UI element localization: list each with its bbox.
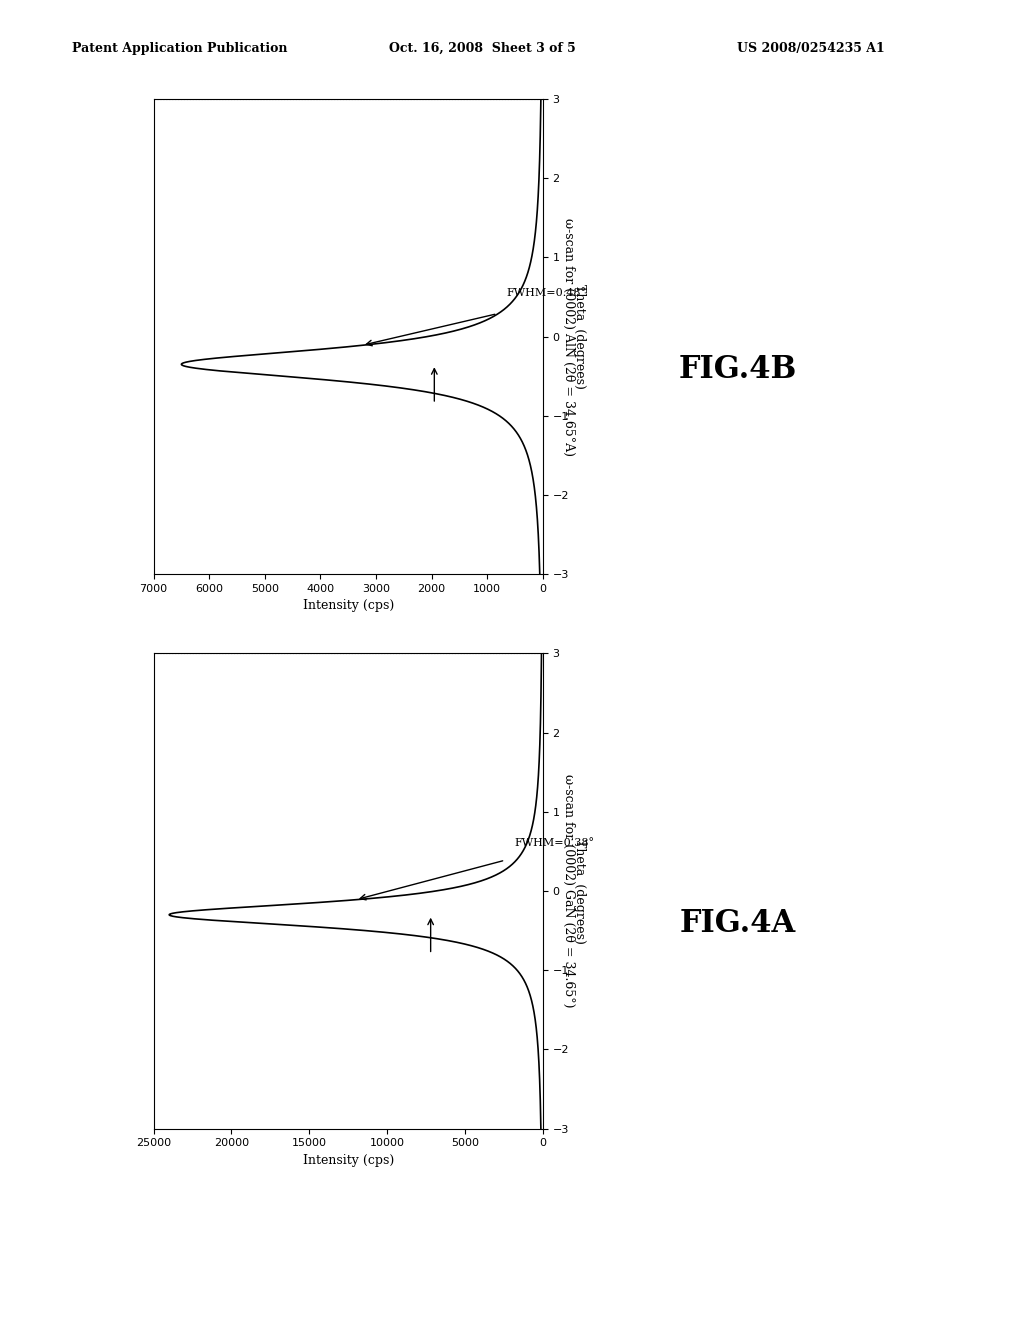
Text: ω-scan for (0002) GaN (2θ = 34.65°): ω-scan for (0002) GaN (2θ = 34.65°)	[562, 775, 574, 1007]
X-axis label: Intensity (cps): Intensity (cps)	[302, 599, 394, 612]
Text: ω-scan for (0002) AlN (2θ = 34.65°A): ω-scan for (0002) AlN (2θ = 34.65°A)	[562, 218, 574, 455]
Y-axis label: Theta  (degrees): Theta (degrees)	[572, 284, 586, 389]
Text: FIG.4A: FIG.4A	[679, 908, 796, 940]
Text: FIG.4B: FIG.4B	[678, 354, 797, 385]
Text: Oct. 16, 2008  Sheet 3 of 5: Oct. 16, 2008 Sheet 3 of 5	[389, 42, 575, 55]
X-axis label: Intensity (cps): Intensity (cps)	[302, 1154, 394, 1167]
Text: FWHM=0.48°: FWHM=0.48°	[507, 288, 587, 298]
Text: Patent Application Publication: Patent Application Publication	[72, 42, 287, 55]
Y-axis label: Theta  (degrees): Theta (degrees)	[572, 838, 586, 944]
Text: US 2008/0254235 A1: US 2008/0254235 A1	[737, 42, 885, 55]
Text: FWHM=0.38°: FWHM=0.38°	[515, 838, 595, 849]
